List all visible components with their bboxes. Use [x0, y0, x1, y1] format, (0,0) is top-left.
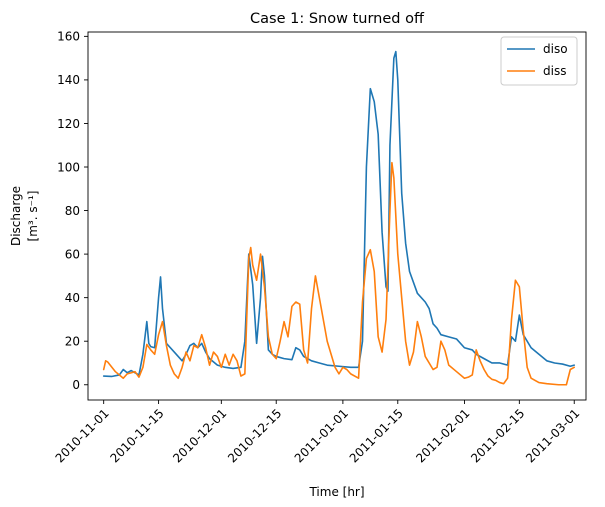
x-tick-label: 2011-02-15 [468, 406, 527, 465]
x-tick-label: 2010-11-01 [53, 406, 112, 465]
y-axis-label: Discharge [9, 186, 23, 246]
y-axis-unit-label: [m³. s⁻¹] [26, 191, 40, 242]
y-tick-label: 100 [57, 160, 80, 174]
y-tick-label: 40 [65, 291, 80, 305]
x-tick-label: 2011-01-15 [347, 406, 406, 465]
plot-frame [87, 31, 587, 401]
legend-label-diso: diso [543, 42, 568, 56]
x-tick-label: 2010-12-15 [225, 406, 284, 465]
y-tick-label: 160 [57, 30, 80, 44]
x-tick-label: 2011-02-01 [413, 406, 472, 465]
legend-label-diss: diss [543, 64, 566, 78]
y-tick-label: 60 [65, 247, 80, 261]
series-line-diso [102, 50, 576, 378]
y-tick-label: 120 [57, 117, 80, 131]
axes-layer: 0 20 40 60 80 100 120 140 160 2010-11-012010-11-1… [53, 30, 587, 465]
x-axis-label: Time [hr] [308, 485, 364, 499]
y-tick-label: 20 [65, 335, 80, 349]
x-tick-label: 2011-01-01 [292, 406, 351, 465]
legend: diso diss [500, 36, 578, 86]
chart-title: Case 1: Snow turned off [250, 11, 425, 27]
y-tick-label: 140 [57, 73, 80, 87]
y-tick-label: 0 [72, 378, 80, 392]
x-tick-label: 2011-03-01 [523, 406, 582, 465]
series-line-diss [102, 161, 576, 386]
x-tick-label: 2010-12-01 [170, 406, 229, 465]
y-tick-label: 80 [65, 204, 80, 218]
x-tick-label: 2010-11-15 [107, 406, 166, 465]
series-layer [102, 50, 576, 386]
